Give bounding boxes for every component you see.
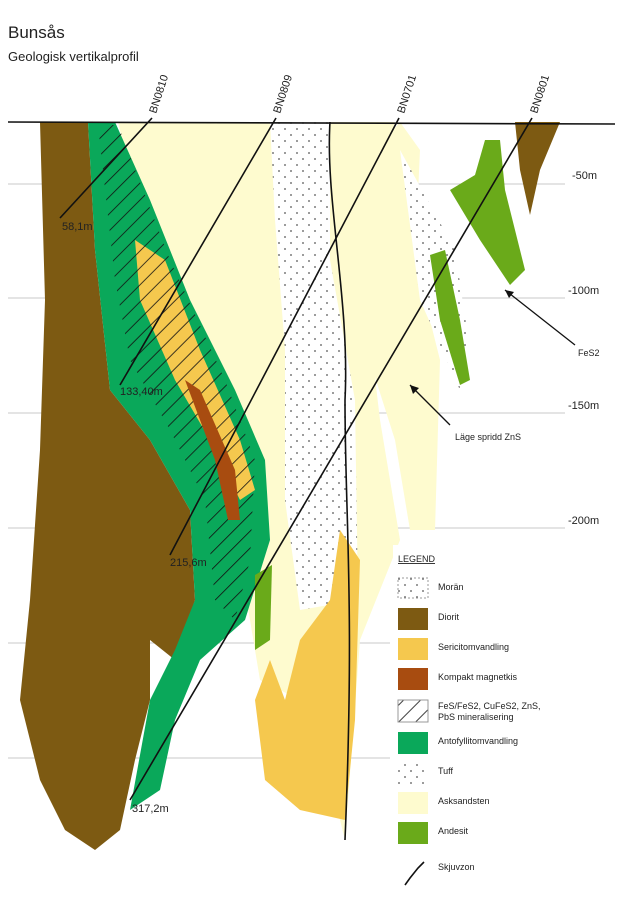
legend-swatch [398,700,428,722]
depth-label: -100m [568,285,599,297]
legend-swatch [398,668,428,690]
legend-label: Tuff [438,766,454,776]
legend-swatch [398,732,428,754]
legend-label: Skjuvzon [438,862,475,872]
legend-label: Antofyllitomvandling [438,736,518,746]
andesit [255,565,272,650]
annotation: FeS2 [578,348,600,358]
annotation: Läge spridd ZnS [455,432,521,442]
legend-label: Kompakt magnetkis [438,672,518,682]
legend-title: LEGEND [398,554,436,564]
depth-label: -50m [572,170,597,182]
legend-swatch [398,578,428,598]
drillhole-depth: 133,40m [120,386,163,398]
legend-label: Morän [438,582,464,592]
legend-label: Diorit [438,612,460,622]
drillhole-depth: 215,6m [170,557,207,569]
legend-label: Sericitomvandling [438,642,509,652]
profile: Bunsås Geologisk vertikalprofil -50m -10… [0,0,623,901]
depth-label: -200m [568,515,599,527]
legend-swatch [398,822,428,844]
legend: LEGEND Morän Diorit Sericitomvandling Ko… [393,545,563,895]
legend-swatch [398,792,428,814]
title: Bunsås [8,23,65,42]
legend-swatch [398,638,428,660]
drillhole-depth: 58,1m [62,221,93,233]
legend-label: Andesit [438,826,469,836]
legend-label: Asksandsten [438,796,490,806]
legend-swatch [398,608,428,630]
subtitle: Geologisk vertikalprofil [8,49,139,64]
depth-label: -150m [568,400,599,412]
legend-swatch [398,762,428,784]
legend-label-line: PbS mineralisering [438,712,514,722]
legend-label-line: FeS/FeS2, CuFeS2, ZnS, [438,701,541,711]
drillhole-depth: 317,2m [132,803,169,815]
